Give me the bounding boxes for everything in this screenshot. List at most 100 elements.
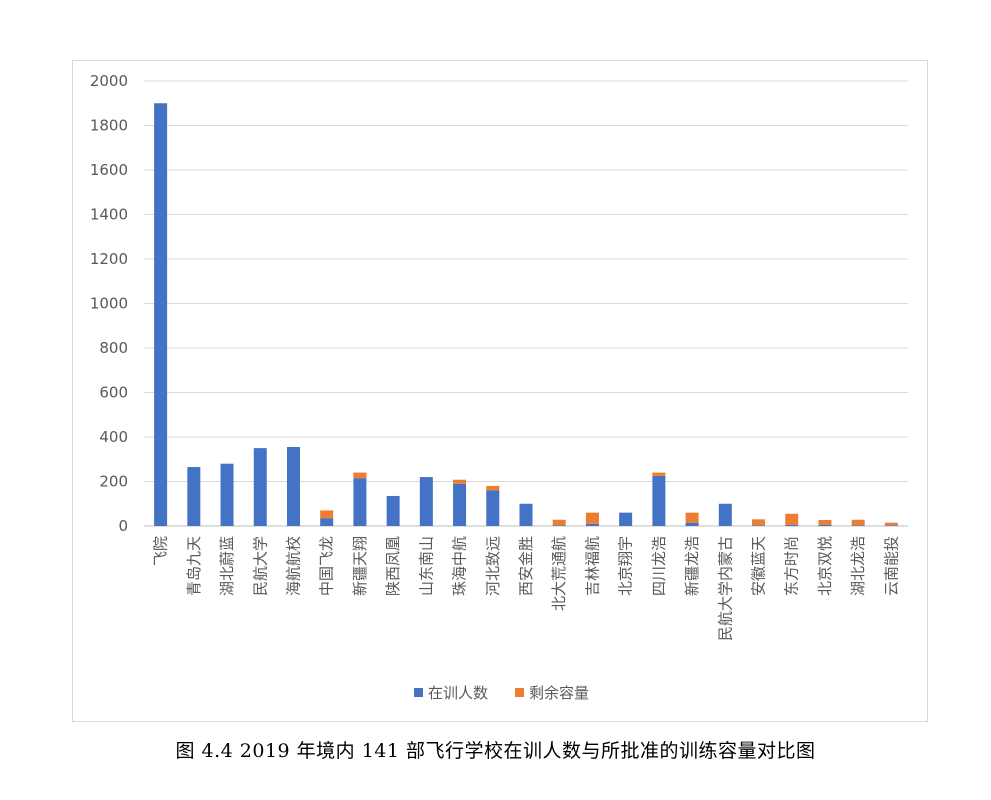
x-category-label: 北京双悦 [816,536,834,596]
bar-training [752,525,766,526]
x-category-text: 陕西凤凰 [384,536,402,596]
legend-swatch-training [414,688,423,697]
bar-training [187,467,201,526]
bar-remaining [320,510,334,519]
x-category-text: 四川龙浩 [650,536,668,596]
bar-training [785,524,799,526]
x-category-label: 北京翔宇 [617,536,635,596]
bar-remaining [585,512,599,524]
legend-swatch-remaining [515,688,524,697]
bar-remaining [785,513,799,525]
bar-training [818,524,832,526]
x-category-label: 海航航校 [284,536,302,596]
bar-remaining [752,519,766,526]
x-category-text: 新疆天翔 [351,536,369,596]
y-tick-label: 800 [99,339,128,357]
x-category-label: 民航大学 [251,536,269,596]
y-tick-label: 1800 [90,117,128,135]
bar-training [320,518,334,526]
bar-training [519,503,533,526]
x-category-label: 吉林福航 [583,536,601,596]
y-tick-label: 400 [99,428,128,446]
x-category-text: 珠海中航 [451,536,469,596]
x-category-text: 山东南山 [417,536,435,596]
bar-remaining [486,485,500,491]
x-category-label: 北大荒通航 [550,536,568,611]
bar-training [154,103,168,526]
y-tick-label: 200 [99,473,128,491]
bar-training [253,448,267,526]
bar-training [386,495,400,526]
x-category-text: 青岛九天 [185,536,203,596]
x-category-label: 湖北蔚蓝 [218,536,236,596]
x-category-label: 东方时尚 [783,536,801,596]
y-tick-label: 2000 [90,72,128,90]
bar-remaining [851,519,865,526]
bar-training [419,477,433,526]
x-category-text: 云南能投 [882,536,900,596]
x-category-text: 西安金胜 [517,536,535,596]
x-category-text: 海航航校 [284,536,302,596]
x-category-label: 山东南山 [417,536,435,596]
bar-remaining [353,472,367,479]
bar-training [286,447,300,526]
bar-remaining [453,479,467,484]
bar-remaining [652,472,666,476]
x-category-text: 民航大学 [251,536,269,596]
bar-remaining [884,522,898,526]
x-category-label: 陕西凤凰 [384,536,402,596]
x-category-label: 青岛九天 [185,536,203,596]
x-category-text: 北大荒通航 [550,536,568,611]
x-category-text: 湖北蔚蓝 [218,536,236,596]
y-axis-ticks: 0 200 400 600 800 1000 1200 1400 1600 1800 2000 [90,72,128,535]
x-category-label: 安徽蓝天 [750,536,768,596]
bar-training [220,463,234,526]
x-category-label: 民航大学内蒙古 [716,536,734,641]
bar-chart: 0 200 400 600 800 1000 1200 1400 1600 1800 2000 飞院… [90,72,908,702]
x-category-label: 云南能投 [882,536,900,596]
x-category-label: 西安金胜 [517,536,535,596]
x-category-label: 河北致远 [484,536,502,596]
legend-label-training: 在训人数 [428,684,488,702]
x-category-text: 湖北龙浩 [849,536,867,596]
x-category-text: 安徽蓝天 [750,536,768,596]
y-tick-label: 1000 [90,295,128,313]
bar-training [585,523,599,526]
bar-training [851,525,865,526]
x-category-text: 新疆龙浩 [683,536,701,596]
gridlines [144,80,908,527]
x-category-text: 河北致远 [484,536,502,596]
x-category-text: 北京双悦 [816,536,834,596]
bar-training [718,503,732,526]
bar-training [619,512,633,526]
x-category-label: 湖北龙浩 [849,536,867,596]
bar-remaining [685,512,699,523]
bar-training [685,522,699,526]
x-category-text: 飞院 [152,536,170,566]
bar-training [453,483,467,526]
y-tick-label: 600 [99,384,128,402]
x-category-text: 民航大学内蒙古 [716,536,734,641]
x-category-label: 四川龙浩 [650,536,668,596]
legend: 在训人数 剩余容量 [414,684,589,702]
x-category-label: 中国飞龙 [318,536,336,596]
x-category-text: 吉林福航 [583,536,601,596]
legend-label-remaining: 剩余容量 [529,684,589,702]
y-tick-label: 1200 [90,250,128,268]
bar-training [353,478,367,526]
bar-training [486,490,500,526]
y-tick-label: 1600 [90,161,128,179]
bar-remaining [552,519,566,526]
x-category-text: 中国飞龙 [318,536,336,596]
x-category-text: 东方时尚 [783,536,801,596]
bar-training [652,475,666,526]
figure-caption: 图 4.4 2019 年境内 141 部飞行学校在训人数与所批准的训练容量对比图 [175,740,816,762]
bar-training [884,525,898,526]
y-tick-label: 1400 [90,206,128,224]
bar-training [552,525,566,526]
y-tick-label: 0 [118,517,128,535]
x-category-label: 新疆龙浩 [683,536,701,596]
x-category-text: 北京翔宇 [617,536,635,596]
x-category-label: 珠海中航 [451,536,469,596]
x-category-label: 飞院 [152,536,170,566]
